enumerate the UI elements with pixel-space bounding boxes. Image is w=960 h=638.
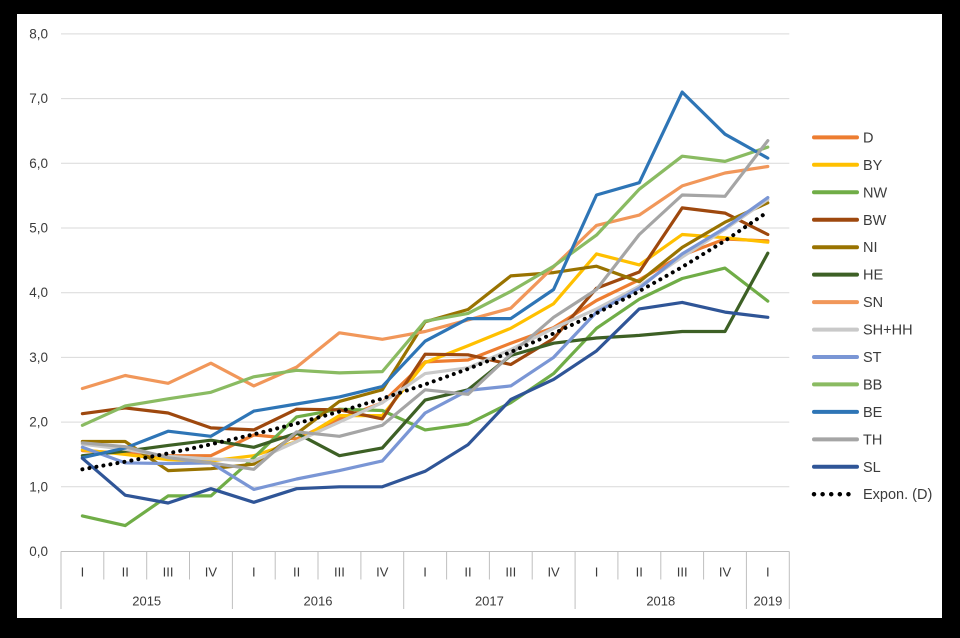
svg-text:BB: BB (863, 377, 882, 393)
svg-text:TH: TH (863, 432, 882, 448)
svg-text:I: I (595, 565, 599, 580)
svg-text:1,0: 1,0 (29, 479, 48, 494)
svg-text:SL: SL (863, 460, 881, 476)
svg-text:2017: 2017 (475, 594, 504, 609)
svg-text:2015: 2015 (132, 594, 161, 609)
svg-text:IV: IV (719, 565, 732, 580)
svg-text:BY: BY (863, 158, 883, 174)
svg-text:BW: BW (863, 213, 887, 229)
svg-text:BE: BE (863, 405, 883, 421)
svg-text:HE: HE (863, 268, 883, 284)
svg-text:IV: IV (547, 565, 560, 580)
svg-text:NW: NW (863, 185, 887, 201)
svg-text:2018: 2018 (646, 594, 675, 609)
svg-text:III: III (163, 565, 174, 580)
svg-text:I: I (252, 565, 256, 580)
svg-text:D: D (863, 130, 873, 146)
svg-text:7,0: 7,0 (29, 91, 48, 106)
svg-text:4,0: 4,0 (29, 285, 48, 300)
svg-text:I: I (423, 565, 427, 580)
svg-text:6,0: 6,0 (29, 156, 48, 171)
svg-text:I: I (81, 565, 85, 580)
svg-text:II: II (636, 565, 643, 580)
svg-text:SN: SN (863, 295, 883, 311)
svg-text:Expon. (D): Expon. (D) (863, 487, 932, 503)
svg-text:2,0: 2,0 (29, 415, 48, 430)
svg-text:3,0: 3,0 (29, 350, 48, 365)
svg-text:II: II (464, 565, 471, 580)
svg-text:IV: IV (205, 565, 218, 580)
svg-text:II: II (122, 565, 129, 580)
svg-text:2016: 2016 (304, 594, 333, 609)
svg-text:III: III (677, 565, 688, 580)
svg-text:II: II (293, 565, 300, 580)
svg-text:NI: NI (863, 240, 878, 256)
svg-text:III: III (334, 565, 345, 580)
svg-text:SH+HH: SH+HH (863, 323, 913, 339)
svg-text:5,0: 5,0 (29, 221, 48, 236)
svg-text:III: III (505, 565, 516, 580)
svg-text:2019: 2019 (753, 594, 782, 609)
svg-text:0,0: 0,0 (29, 544, 48, 559)
svg-text:I: I (766, 565, 770, 580)
svg-text:ST: ST (863, 350, 882, 366)
svg-text:IV: IV (376, 565, 389, 580)
svg-text:8,0: 8,0 (29, 26, 48, 41)
